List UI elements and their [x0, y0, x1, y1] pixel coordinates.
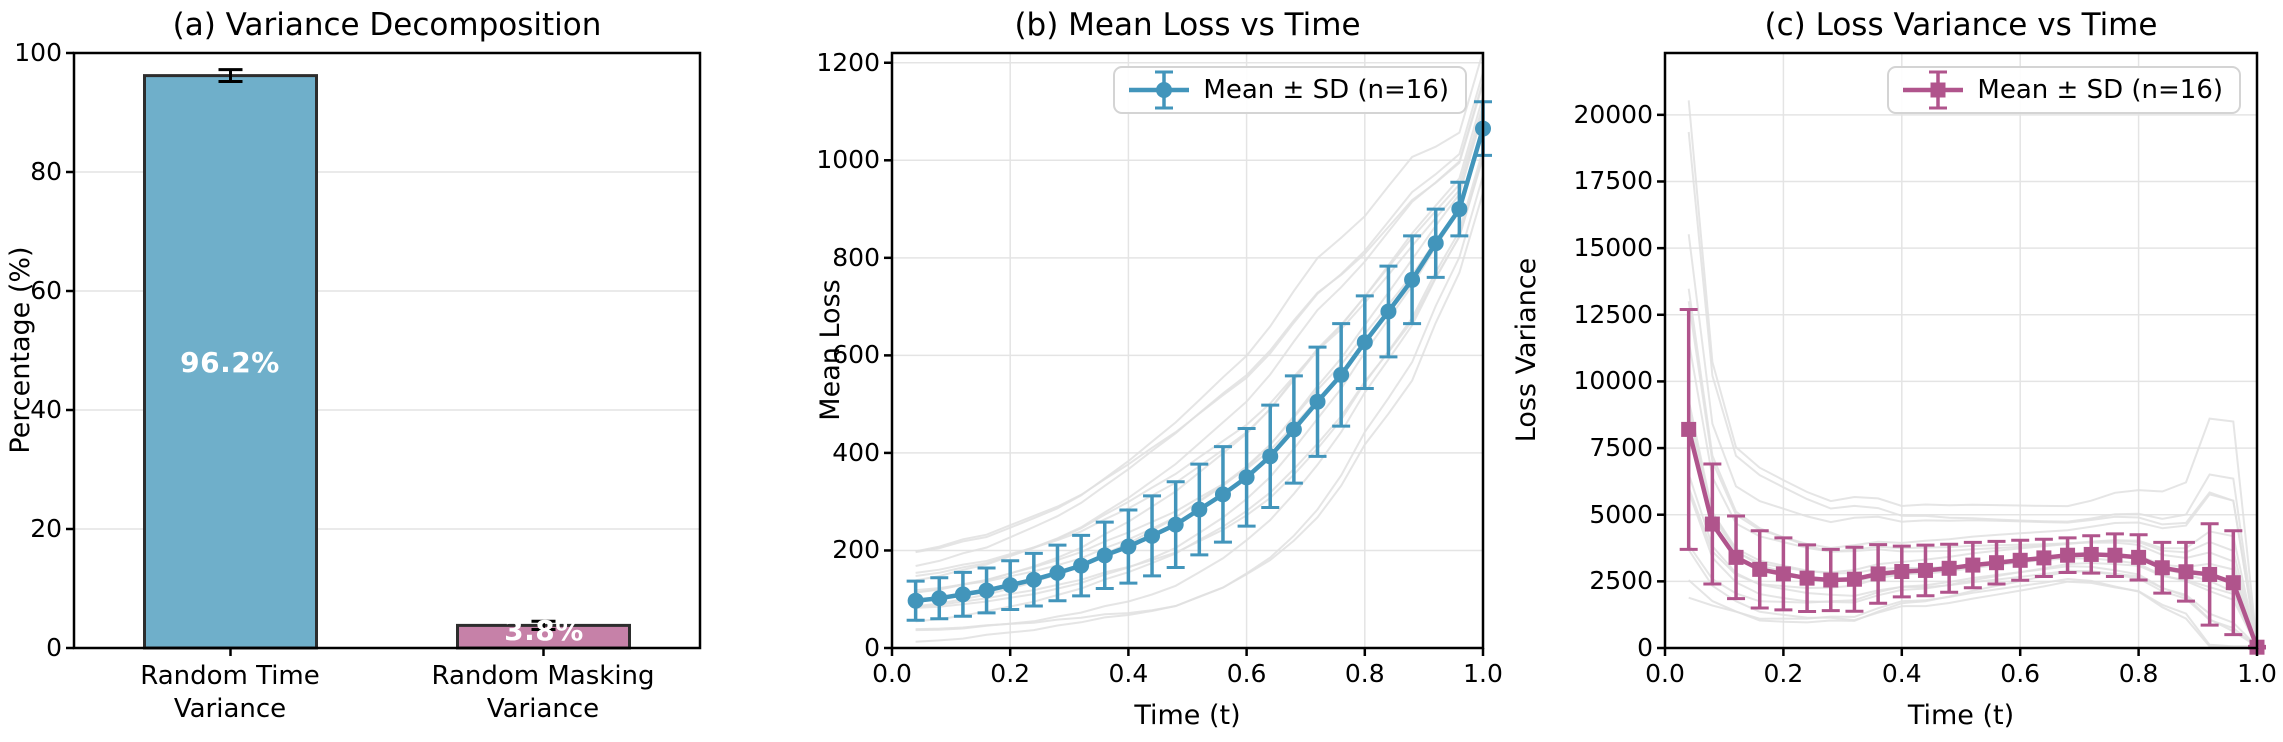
bar-value-label: 96.2% — [180, 345, 280, 379]
panel-a-title: (a) Variance Decomposition — [172, 7, 602, 43]
tick-label: 15000 — [1573, 233, 1653, 263]
tick-label: 800 — [832, 242, 880, 272]
tick-label: 0 — [864, 633, 880, 662]
tick-label: 1.0 — [2237, 659, 2277, 688]
tick-label: 5000 — [1589, 499, 1653, 529]
tick-label: 2500 — [1589, 566, 1653, 596]
tick-label: 20 — [30, 514, 62, 543]
tick-label: 20000 — [1573, 99, 1653, 129]
panel-a-ylabel: Percentage (%) — [4, 246, 36, 454]
category-label-random-masking: Random Masking Variance — [431, 661, 655, 724]
tick-label: 200 — [832, 535, 880, 565]
legend-errorbar-icon — [1129, 70, 1190, 110]
tick-label: 0.2 — [1763, 659, 1804, 688]
tick-label: 0 — [46, 633, 62, 662]
tick-label: 80 — [30, 157, 62, 186]
tick-label: 0.0 — [872, 659, 912, 688]
tick-label: 0.6 — [2000, 659, 2041, 688]
tick-label: 10000 — [1573, 366, 1653, 396]
tick-label: 0 — [1637, 633, 1653, 662]
panel-c-ylabel: Loss Variance — [1510, 257, 1542, 443]
tick-label: 60 — [30, 276, 62, 305]
tick-label: 100 — [14, 38, 62, 67]
tick-label: 0.8 — [1344, 659, 1385, 688]
panel-c-xlabel: Time (t) — [1907, 699, 2015, 731]
legend-errorbar-icon — [1903, 70, 1964, 110]
tick-label: 0.2 — [990, 659, 1031, 688]
panel-c-title: (c) Loss Variance vs Time — [1764, 7, 2158, 43]
tick-label: 40 — [30, 395, 62, 424]
panel-b-legend: Mean ± SD (n=16) — [1113, 66, 1467, 114]
tick-label: 1.0 — [1463, 659, 1503, 688]
legend-label: Mean ± SD (n=16) — [1203, 75, 1449, 105]
tick-label: 0.6 — [1226, 659, 1267, 688]
panel-c-legend: Mean ± SD (n=16) — [1887, 66, 2241, 114]
panel-b-title: (b) Mean Loss vs Time — [1014, 7, 1361, 43]
tick-label: 17500 — [1573, 166, 1653, 196]
category-label-random-time: Random Time Variance — [140, 661, 320, 724]
legend-label: Mean ± SD (n=16) — [1977, 75, 2223, 105]
tick-label: 1000 — [816, 145, 880, 175]
bar-value-label: 3.8% — [504, 613, 584, 647]
tick-label: 0.4 — [1881, 659, 1922, 688]
tick-label: 12500 — [1573, 299, 1653, 329]
tick-label: 600 — [832, 340, 880, 370]
tick-label: 400 — [832, 437, 880, 467]
tick-label: 7500 — [1589, 433, 1653, 463]
tick-label: 0.4 — [1108, 659, 1149, 688]
tick-label: 0.0 — [1645, 659, 1685, 688]
tick-label: 0.8 — [2118, 659, 2159, 688]
panel-b-xlabel: Time (t) — [1134, 699, 1241, 731]
tick-label: 1200 — [816, 47, 880, 77]
